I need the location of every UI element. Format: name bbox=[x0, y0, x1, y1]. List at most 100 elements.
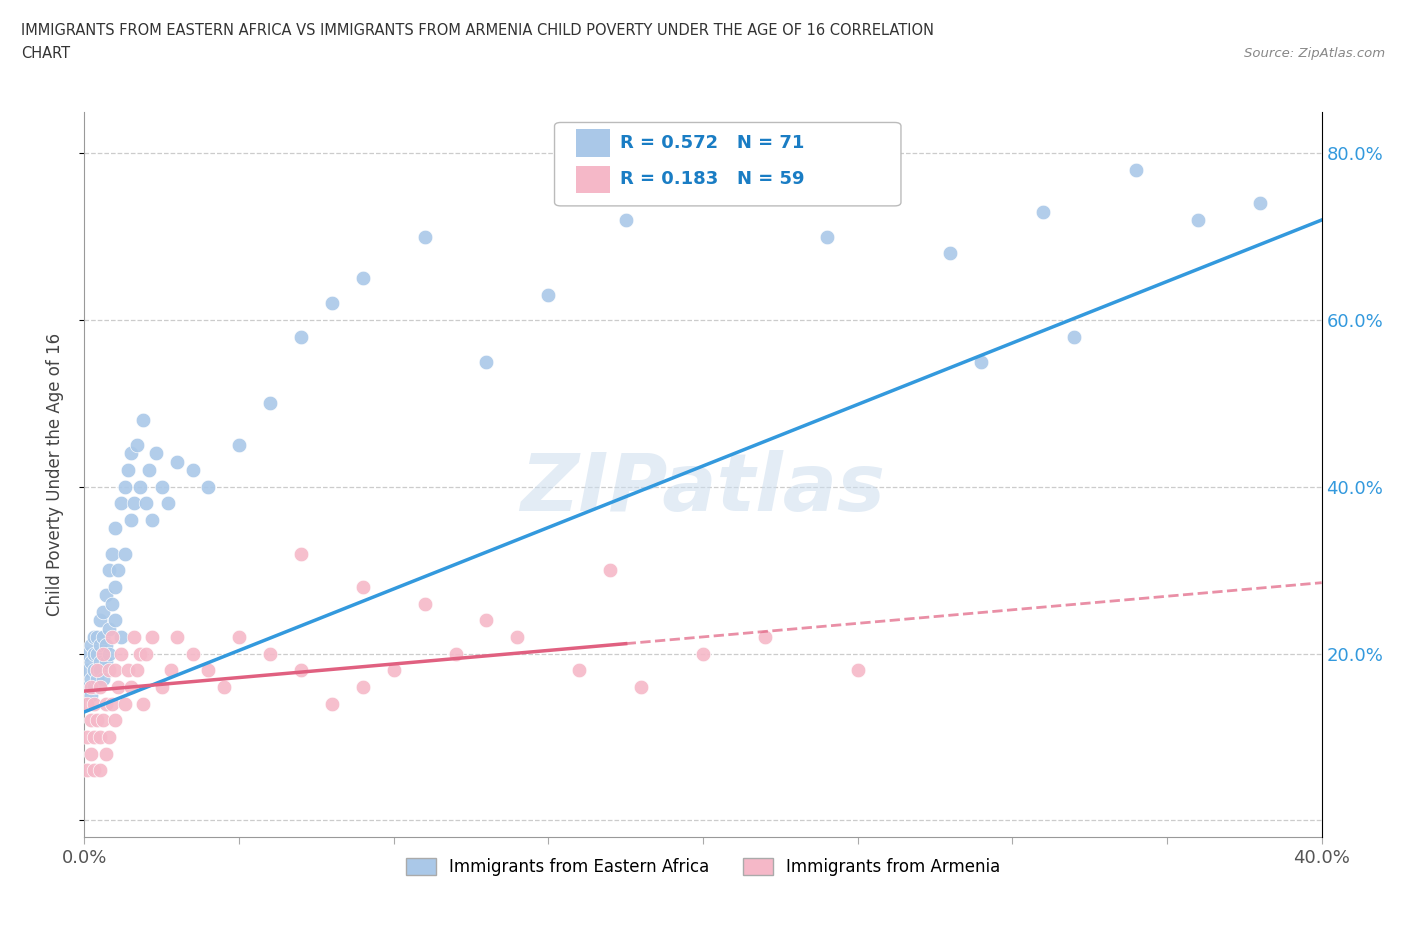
Point bbox=[86, 630, 108, 644]
Point bbox=[83, 729, 105, 744]
Point bbox=[79, 638, 101, 653]
Point bbox=[132, 697, 155, 711]
Point bbox=[228, 630, 250, 644]
Point bbox=[79, 655, 101, 670]
Point bbox=[94, 697, 117, 711]
Point bbox=[259, 396, 281, 411]
Point bbox=[599, 563, 621, 578]
Point bbox=[94, 588, 117, 603]
Point bbox=[101, 630, 124, 644]
Point bbox=[413, 596, 436, 611]
Point bbox=[79, 712, 101, 727]
Point bbox=[970, 354, 993, 369]
Point bbox=[79, 688, 101, 703]
Point bbox=[630, 680, 652, 695]
Point bbox=[86, 663, 108, 678]
Point bbox=[475, 613, 498, 628]
FancyBboxPatch shape bbox=[575, 129, 610, 156]
Text: Source: ZipAtlas.com: Source: ZipAtlas.com bbox=[1244, 46, 1385, 60]
Text: R = 0.572   N = 71: R = 0.572 N = 71 bbox=[620, 134, 804, 152]
Point bbox=[138, 463, 160, 478]
Point bbox=[120, 446, 142, 461]
Point bbox=[98, 729, 121, 744]
Point bbox=[290, 663, 312, 678]
Text: ZIPatlas: ZIPatlas bbox=[520, 450, 886, 528]
Point bbox=[117, 663, 139, 678]
Point bbox=[104, 613, 127, 628]
Point bbox=[352, 680, 374, 695]
Point bbox=[89, 655, 111, 670]
Point bbox=[91, 604, 114, 619]
Point bbox=[129, 479, 152, 494]
Point bbox=[76, 763, 98, 777]
Point bbox=[107, 680, 129, 695]
Point bbox=[122, 496, 145, 511]
Point bbox=[506, 630, 529, 644]
Point bbox=[98, 663, 121, 678]
Point bbox=[79, 680, 101, 695]
Point bbox=[89, 729, 111, 744]
Point bbox=[122, 630, 145, 644]
Point bbox=[1063, 329, 1085, 344]
Point bbox=[104, 579, 127, 594]
Legend: Immigrants from Eastern Africa, Immigrants from Armenia: Immigrants from Eastern Africa, Immigran… bbox=[399, 852, 1007, 883]
Point bbox=[145, 446, 167, 461]
Point bbox=[692, 646, 714, 661]
Point bbox=[120, 680, 142, 695]
Point bbox=[101, 546, 124, 561]
Point bbox=[321, 697, 343, 711]
Point bbox=[79, 746, 101, 761]
Point bbox=[83, 646, 105, 661]
Point bbox=[104, 521, 127, 536]
Point bbox=[86, 671, 108, 686]
Point bbox=[83, 697, 105, 711]
Point bbox=[114, 697, 136, 711]
Point bbox=[614, 213, 637, 228]
Point bbox=[89, 638, 111, 653]
Point bbox=[160, 663, 183, 678]
Text: R = 0.183   N = 59: R = 0.183 N = 59 bbox=[620, 170, 804, 189]
Point bbox=[129, 646, 152, 661]
Point bbox=[83, 663, 105, 678]
Point bbox=[352, 271, 374, 286]
Point bbox=[228, 438, 250, 453]
Point bbox=[382, 663, 405, 678]
Point bbox=[197, 663, 219, 678]
Point bbox=[94, 638, 117, 653]
Point bbox=[107, 563, 129, 578]
Point bbox=[89, 613, 111, 628]
Point bbox=[568, 663, 591, 678]
Point bbox=[76, 697, 98, 711]
Point bbox=[89, 680, 111, 695]
Point bbox=[89, 763, 111, 777]
Point bbox=[94, 746, 117, 761]
Point bbox=[86, 712, 108, 727]
Point bbox=[1249, 196, 1271, 211]
Point bbox=[76, 663, 98, 678]
FancyBboxPatch shape bbox=[575, 166, 610, 193]
Point bbox=[166, 455, 188, 470]
Point bbox=[212, 680, 235, 695]
Point bbox=[1187, 213, 1209, 228]
Point bbox=[815, 229, 838, 244]
Point bbox=[125, 438, 148, 453]
Point bbox=[76, 729, 98, 744]
Point bbox=[114, 546, 136, 561]
Point bbox=[197, 479, 219, 494]
Point bbox=[181, 646, 204, 661]
FancyBboxPatch shape bbox=[554, 123, 901, 206]
Point bbox=[1032, 205, 1054, 219]
Point bbox=[537, 287, 560, 302]
Point bbox=[110, 496, 132, 511]
Point bbox=[117, 463, 139, 478]
Point bbox=[86, 646, 108, 661]
Point bbox=[101, 697, 124, 711]
Point bbox=[79, 671, 101, 686]
Point bbox=[98, 646, 121, 661]
Point bbox=[321, 296, 343, 311]
Point bbox=[104, 663, 127, 678]
Y-axis label: Child Poverty Under the Age of 16: Child Poverty Under the Age of 16 bbox=[45, 333, 63, 616]
Point bbox=[83, 630, 105, 644]
Point bbox=[91, 630, 114, 644]
Point bbox=[352, 579, 374, 594]
